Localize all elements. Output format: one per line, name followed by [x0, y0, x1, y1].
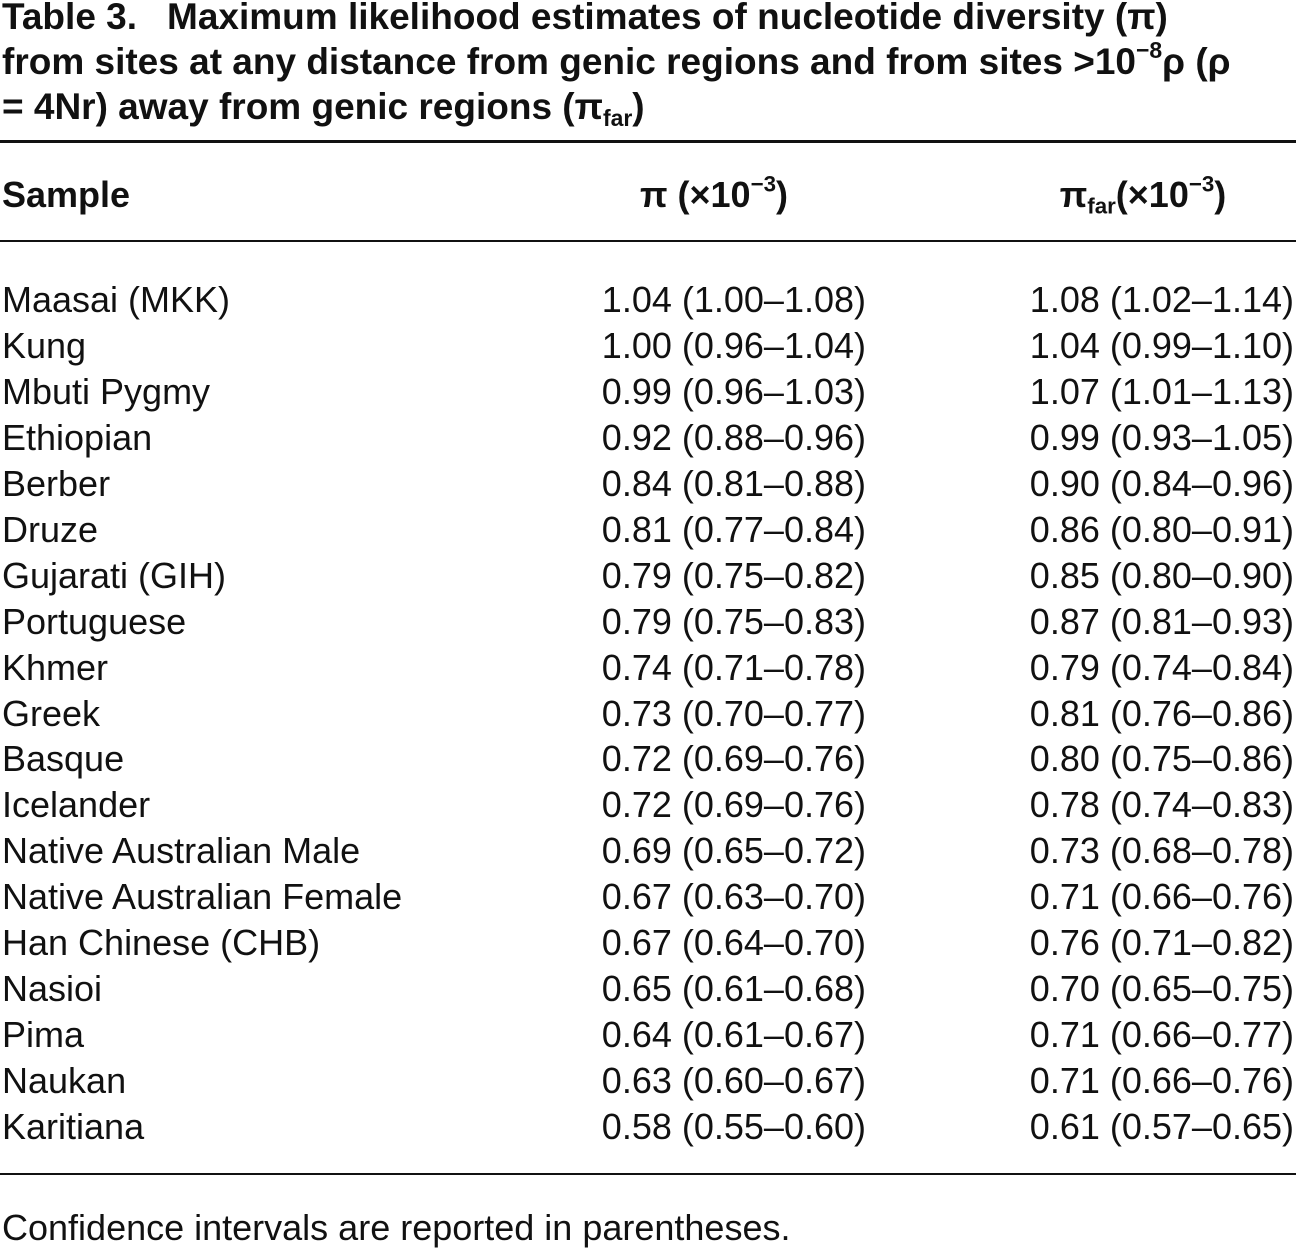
- sample-name: Native Australian Male: [2, 830, 361, 872]
- pi-value: 0.74 (0.71–0.78): [601, 646, 866, 688]
- sample-name: Naukan: [2, 1060, 127, 1102]
- caption-text: ρ (ρ = 4Nr) away from genic regions (π: [2, 41, 1231, 127]
- pi-value: 0.84 (0.81–0.88): [601, 462, 866, 504]
- caption-label: Table 3.: [2, 0, 138, 37]
- pi-value: 0.99 (0.96–1.03): [601, 370, 866, 412]
- pi-far-value: 0.79 (0.74–0.84): [1029, 646, 1294, 688]
- pi-value: 0.58 (0.55–0.60): [601, 1106, 866, 1147]
- caption-text: Maximum likelihood estimates of nucleoti…: [2, 0, 1168, 82]
- pi-far-value: 0.86 (0.80–0.91): [1029, 508, 1294, 550]
- header-sub: far: [1087, 193, 1116, 219]
- sample-name: Icelander: [2, 784, 151, 826]
- header-pi: π (×10−3): [639, 173, 789, 215]
- pi-far-value: 0.71 (0.66–0.76): [1029, 876, 1294, 918]
- pi-far-value: 0.81 (0.76–0.86): [1029, 692, 1294, 734]
- sample-name: Ethiopian: [2, 416, 153, 458]
- sample-name: Greek: [2, 692, 101, 734]
- sample-name: Basque: [2, 738, 125, 780]
- pi-value: 0.73 (0.70–0.77): [601, 692, 866, 734]
- pi-value: 0.72 (0.69–0.76): [601, 784, 866, 826]
- pi-value: 0.79 (0.75–0.82): [601, 554, 866, 596]
- pi-value: 0.81 (0.77–0.84): [601, 508, 866, 550]
- pi-far-value: 1.08 (1.02–1.14): [1029, 279, 1294, 320]
- pi-far-value: 1.04 (0.99–1.10): [1029, 324, 1294, 366]
- sample-name: Han Chinese (CHB): [2, 922, 321, 964]
- header-text: π: [1059, 174, 1088, 215]
- sample-name: Khmer: [2, 646, 109, 688]
- table-caption: Table 3. Maximum likelihood estimates of …: [2, 0, 1242, 129]
- pi-far-value: 0.71 (0.66–0.77): [1029, 1014, 1294, 1056]
- sample-name: Maasai (MKK): [2, 279, 231, 320]
- pi-far-value: 1.07 (1.01–1.13): [1029, 370, 1294, 412]
- sample-name: Berber: [2, 462, 111, 504]
- header-text: π (×10: [639, 174, 751, 215]
- header-text: ): [1214, 174, 1227, 215]
- sample-name: Gujarati (GIH): [2, 554, 227, 596]
- pi-value: 0.63 (0.60–0.67): [601, 1060, 866, 1102]
- top-rule: [0, 140, 1296, 143]
- header-sup: −3: [1188, 171, 1215, 197]
- bottom-rule: [0, 1173, 1296, 1175]
- pi-far-value: 0.90 (0.84–0.96): [1029, 462, 1294, 504]
- header-sup: −3: [750, 171, 777, 197]
- caption-sub: far: [602, 104, 633, 131]
- header-text: ): [776, 174, 789, 215]
- sample-name: Karitiana: [2, 1106, 145, 1147]
- pi-value: 0.65 (0.61–0.68): [601, 968, 866, 1010]
- pi-value: 0.64 (0.61–0.67): [601, 1014, 866, 1056]
- pi-far-value: 0.85 (0.80–0.90): [1029, 554, 1294, 596]
- pi-far-value: 0.61 (0.57–0.65): [1029, 1106, 1294, 1147]
- pi-value: 0.92 (0.88–0.96): [601, 416, 866, 458]
- sample-name: Druze: [2, 508, 99, 550]
- header-pi-far: πfar(×10−3): [1059, 173, 1227, 218]
- sample-name: Pima: [2, 1014, 85, 1056]
- pi-value: 1.00 (0.96–1.04): [601, 324, 866, 366]
- header-sample: Sample: [2, 174, 131, 215]
- pi-far-value: 0.71 (0.66–0.76): [1029, 1060, 1294, 1102]
- pi-far-value: 0.87 (0.81–0.93): [1029, 600, 1294, 642]
- pi-far-value: 0.80 (0.75–0.86): [1029, 738, 1294, 780]
- sample-name: Nasioi: [2, 968, 103, 1010]
- pi-far-value: 0.70 (0.65–0.75): [1029, 968, 1294, 1010]
- pi-far-value: 0.78 (0.74–0.83): [1029, 784, 1294, 826]
- caption-sup: −8: [1136, 36, 1163, 63]
- pi-value: 0.69 (0.65–0.72): [601, 830, 866, 872]
- pi-value: 1.04 (1.00–1.08): [601, 279, 866, 320]
- pi-value: 0.79 (0.75–0.83): [601, 600, 866, 642]
- sample-name: Portuguese: [2, 600, 187, 642]
- header-text: (×10: [1115, 174, 1189, 215]
- pi-far-value: 0.73 (0.68–0.78): [1029, 830, 1294, 872]
- pi-far-value: 0.99 (0.93–1.05): [1029, 416, 1294, 458]
- sample-name: Kung: [2, 324, 87, 366]
- header-rule: [0, 240, 1296, 242]
- pi-value: 0.72 (0.69–0.76): [601, 738, 866, 780]
- sample-name: Native Australian Female: [2, 876, 403, 918]
- footnote: Confidence intervals are reported in par…: [2, 1207, 791, 1248]
- pi-value: 0.67 (0.64–0.70): [601, 922, 866, 964]
- pi-far-value: 0.76 (0.71–0.82): [1029, 922, 1294, 964]
- pi-value: 0.67 (0.63–0.70): [601, 876, 866, 918]
- sample-name: Mbuti Pygmy: [2, 370, 211, 412]
- caption-text: ): [632, 86, 645, 127]
